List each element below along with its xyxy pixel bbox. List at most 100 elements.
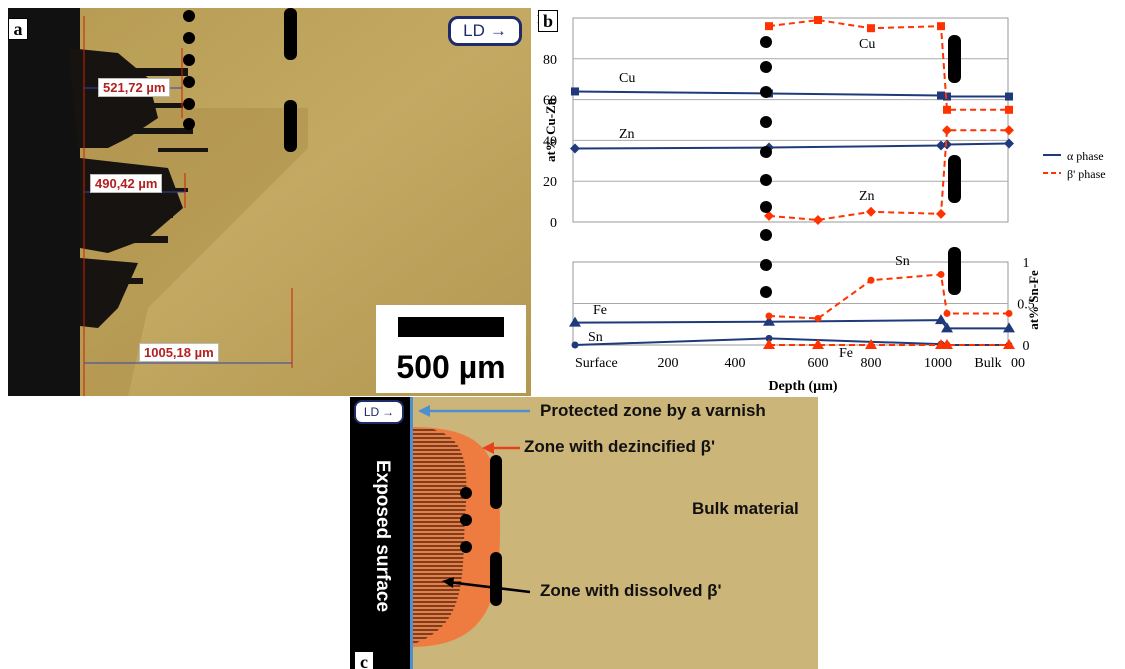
y-tick-label: 60 [543, 94, 557, 109]
measurement-label-2: 490,42 µm [90, 174, 163, 193]
marker-dot [760, 286, 772, 298]
y-axis-label-top: at% Cu-Zn [543, 97, 558, 162]
beta-zn-point [936, 208, 946, 219]
beta-fe-point [865, 339, 877, 349]
beta-sn-point [943, 309, 951, 317]
marker-dot [760, 61, 772, 73]
beta-cu-point [814, 16, 822, 25]
y-tick-label: 0 [550, 216, 557, 231]
region-markers-c [460, 455, 502, 606]
beta-fe-point [941, 339, 953, 349]
label-protected: Protected zone by a varnish [540, 401, 766, 420]
y-tick-label-right: 0.5 [1017, 298, 1035, 313]
panel-b-letter: b [538, 10, 558, 32]
series-label-zn-alpha: Zn [619, 127, 635, 142]
scale-bar [398, 317, 504, 337]
series-label-cu-alpha: Cu [619, 71, 635, 86]
arrow-protected [418, 405, 530, 417]
beta-fe-point [763, 339, 775, 349]
y-tick-label: 40 [543, 134, 557, 149]
label-bulk: Bulk material [692, 499, 799, 518]
top-plot-frame [572, 17, 1009, 223]
series-label-sn-beta: Sn [895, 254, 910, 269]
y-axis-label-bottom: at% Sn-Fe [1026, 270, 1041, 330]
beta-cu-point [1005, 105, 1013, 114]
alpha-zn-point [942, 139, 952, 150]
micrograph-image [8, 8, 531, 396]
marker-dash [948, 155, 961, 203]
beta-zn-point [1004, 125, 1014, 136]
marker-dot [760, 229, 772, 241]
panel-a-letter: a [8, 18, 28, 40]
alpha-fe-point [569, 316, 581, 327]
arrow-dissolved [442, 577, 531, 594]
beta-sn-point [1005, 309, 1013, 317]
beta-sn-point [765, 312, 773, 320]
alpha-fe-point [763, 315, 775, 326]
alpha-cu-point [937, 91, 945, 100]
arrow-dezincified [482, 442, 520, 454]
measurement-label-3: 1005,18 µm [139, 343, 219, 362]
marker-dot [760, 86, 772, 98]
beta-cu-line [768, 19, 1009, 111]
marker-dot [760, 201, 772, 213]
alpha-zn-point [570, 143, 580, 154]
arrow-right-icon: → [489, 21, 507, 40]
ld-label: LD [463, 21, 485, 40]
x-tick-label: Bulk [974, 356, 1001, 371]
legend-beta-label: β' phase [1067, 167, 1106, 181]
exposed-surface [350, 397, 410, 669]
y-tick-label: 80 [543, 53, 557, 68]
x-tick-label: 400 [725, 356, 746, 371]
marker-dot [760, 146, 772, 158]
marker-dot [760, 36, 772, 48]
beta-sn-line [768, 273, 1009, 320]
ld-direction-badge: LD → [448, 16, 522, 46]
panel-a-micrograph: a LD → 521,72 µm 490,42 µm 1005,18 µm 50… [8, 8, 531, 396]
y-tick-label: 20 [543, 175, 557, 190]
beta-zn-line [768, 129, 1009, 221]
beta-sn-point [867, 276, 875, 284]
beta-cu-point [943, 105, 951, 114]
alpha-sn-point [571, 341, 579, 349]
alpha-fe-point [941, 322, 953, 333]
series-label-fe-beta: Fe [839, 346, 853, 361]
alpha-sn-point [765, 334, 773, 342]
x-tick-label: 800 [861, 356, 882, 371]
y-tick-label-right: 1 [1023, 256, 1030, 271]
beta-sn-point [937, 270, 945, 278]
exposed-surface-label: Exposed surface [372, 459, 393, 613]
x-tick-label: Surface [575, 356, 618, 371]
measurement-label-1: 521,72 µm [98, 78, 171, 97]
alpha-fe-point [1003, 322, 1015, 333]
x-tick-label: 600 [808, 356, 829, 371]
series-label-cu-beta: Cu [859, 37, 875, 52]
panel-c-schematic: LD → Exposed surface Protected zone by a… [350, 397, 818, 669]
marker-dot [760, 116, 772, 128]
series-label-sn-alpha: Sn [588, 330, 603, 345]
beta-zn-point [813, 214, 823, 225]
marker-dash [948, 35, 961, 83]
beta-fe-point [1003, 339, 1015, 349]
region-markers [183, 8, 297, 152]
marker-dash [948, 247, 961, 295]
schematic-diagram [350, 397, 818, 669]
panel-c-letter: c [354, 651, 374, 669]
alpha-cu-point [571, 87, 579, 96]
beta-cu-point [867, 24, 875, 33]
x-tick-label: 200 [658, 356, 679, 371]
scale-bar-box: 500 µm [376, 305, 526, 393]
label-dissolved: Zone with dissolved β' [540, 581, 722, 600]
alpha-cu-point [1005, 92, 1013, 101]
beta-cu-point [765, 22, 773, 31]
legend-alpha-label: α phase [1067, 149, 1104, 163]
marker-dot [760, 259, 772, 271]
beta-fe-point [812, 339, 824, 349]
beta-sn-point [814, 314, 822, 322]
beta-zn-point [764, 210, 774, 221]
ld-direction-badge-c: LD → [354, 400, 404, 424]
beta-zn-point [942, 125, 952, 136]
series-label-zn-beta: Zn [859, 189, 875, 204]
